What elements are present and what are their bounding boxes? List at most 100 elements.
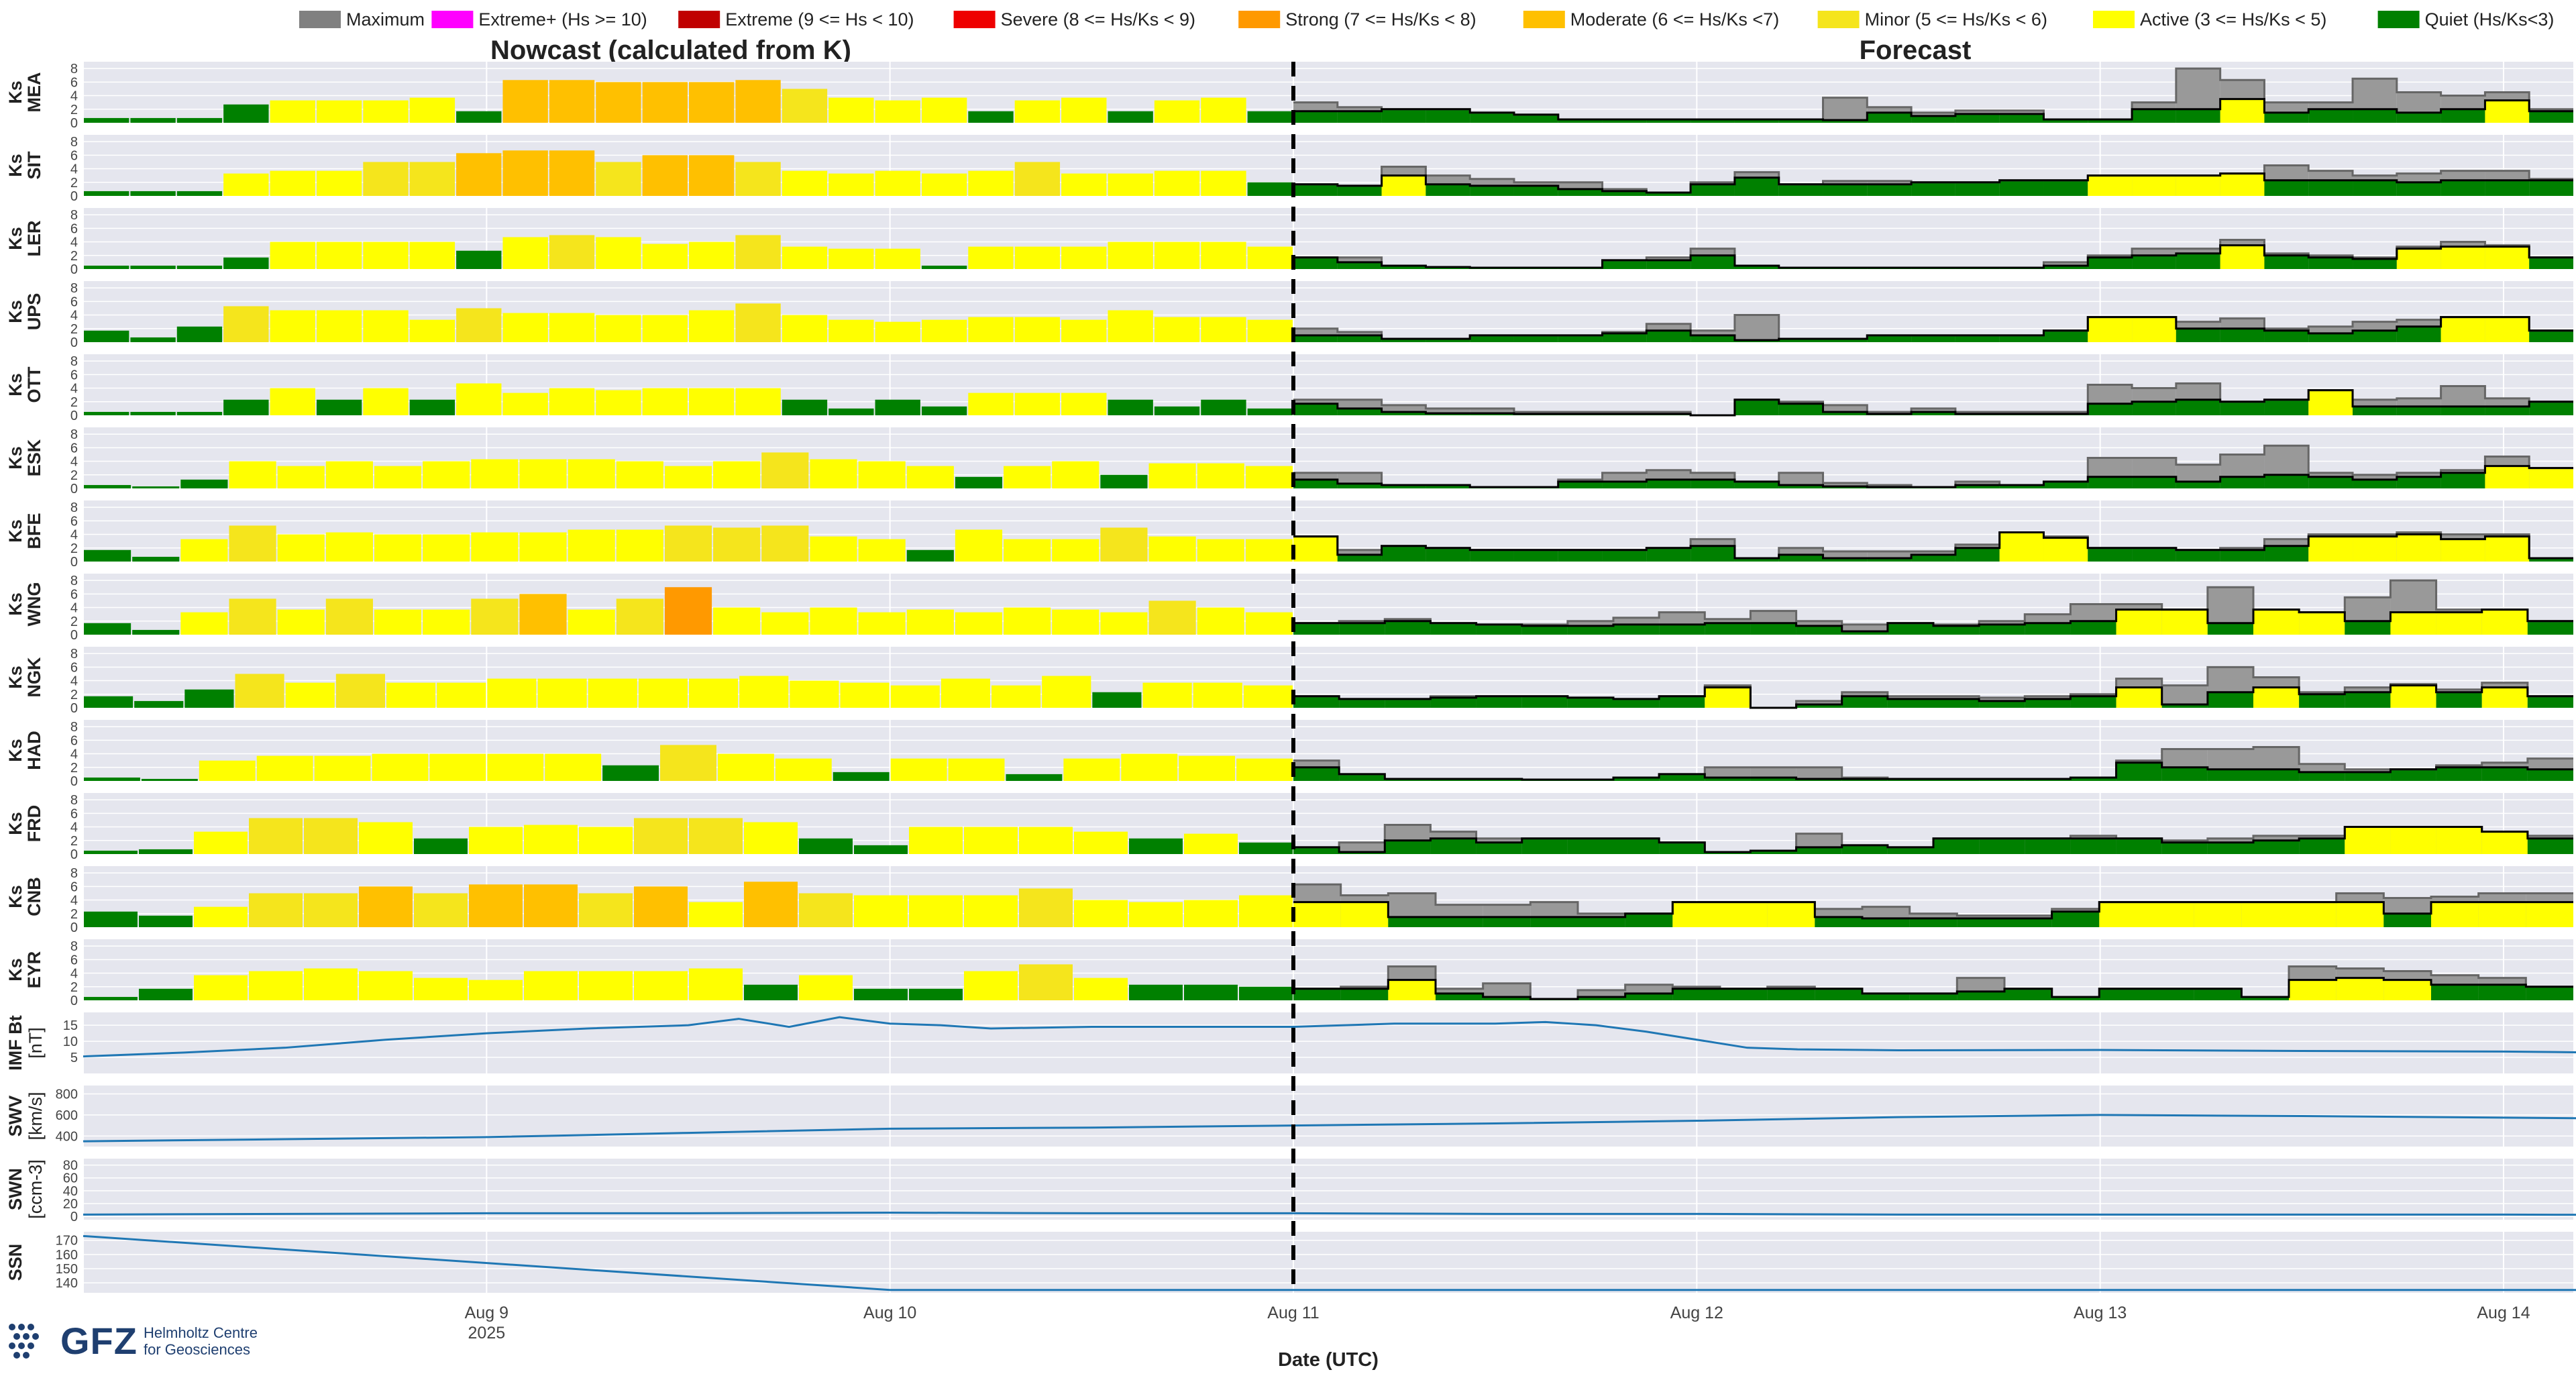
nowcast-bar xyxy=(414,838,468,854)
nowcast-bar xyxy=(223,257,269,269)
forecast-bar xyxy=(1659,842,1705,854)
nowcast-bar xyxy=(634,818,688,854)
nowcast-bar xyxy=(359,822,413,854)
forecast-bar xyxy=(2207,769,2253,781)
forecast-bar xyxy=(1767,902,1815,927)
forecast-bar xyxy=(2390,827,2436,854)
legend-item: Moderate (6 <= Hs/Ks <7) xyxy=(1523,9,1779,30)
nowcast-bar xyxy=(921,319,967,342)
nowcast-bar xyxy=(549,80,595,123)
forecast-bar xyxy=(1381,265,1426,269)
nowcast-bar xyxy=(1247,111,1293,123)
forecast-median-outline xyxy=(1293,98,2573,121)
nowcast-bar xyxy=(664,466,712,488)
forecast-median-outline xyxy=(1293,761,2573,781)
legend-item: Active (3 <= Hs/Ks < 5) xyxy=(2093,9,2326,30)
forecast-bar xyxy=(1778,119,1823,123)
x-axis: Aug 9 2025 Aug 10 Aug 11 Aug 12 Aug 13 Aug 14 xyxy=(465,1304,2530,1342)
forecast-bar xyxy=(2527,769,2573,781)
nowcast-bar xyxy=(744,984,798,1000)
forecast-bar xyxy=(1613,698,1660,708)
nowcast-bar xyxy=(689,310,735,342)
forecast-bar xyxy=(1841,778,1888,781)
nowcast-bar xyxy=(782,315,828,342)
nowcast-bar xyxy=(524,971,578,1000)
y-tick-label: 2 xyxy=(70,249,78,264)
forecast-bar xyxy=(2299,612,2345,635)
forecast-bar xyxy=(1513,549,1558,562)
nowcast-bar xyxy=(596,315,641,342)
forecast-bar xyxy=(1778,184,1823,196)
nowcast-bar xyxy=(761,612,809,635)
forecast-bar xyxy=(1690,119,1735,123)
nowcast-bar xyxy=(713,607,761,635)
forecast-bar xyxy=(2431,902,2479,927)
forecast-bar xyxy=(1909,993,1957,1000)
nowcast-bar xyxy=(487,753,544,781)
nowcast-bar xyxy=(828,97,874,123)
nowcast-bar xyxy=(363,388,409,415)
forecast-bar xyxy=(1567,838,1613,854)
y-tick-label: 5 xyxy=(70,1051,78,1065)
nowcast-bar xyxy=(409,242,455,269)
solar-wind-ylabel: SSN xyxy=(5,1244,25,1281)
y-tick-label: 0 xyxy=(70,920,78,935)
forecast-bar xyxy=(1933,698,1980,708)
forecast-bar xyxy=(1385,840,1431,854)
forecast-bar xyxy=(1646,192,1691,196)
nowcast-bar xyxy=(906,466,954,488)
forecast-bar xyxy=(2147,902,2194,927)
forecast-median-outline xyxy=(1293,901,2573,920)
nowcast-bar xyxy=(84,265,129,269)
x-tick-label: Aug 11 xyxy=(1267,1304,1319,1322)
forecast-bar xyxy=(1613,624,1660,635)
forecast-bar xyxy=(1841,696,1888,708)
forecast-bar xyxy=(1293,184,1338,196)
nowcast-bar xyxy=(176,117,223,123)
nowcast-bar xyxy=(176,411,223,415)
nowcast-bar xyxy=(1148,463,1196,488)
nowcast-bar xyxy=(1239,895,1293,927)
forecast-bar xyxy=(1672,988,1720,1000)
nowcast-bar xyxy=(921,97,967,123)
forecast-bar xyxy=(1778,403,1823,415)
nowcast-bar xyxy=(854,845,908,854)
nowcast-bar xyxy=(363,162,409,196)
nowcast-bar xyxy=(335,674,385,708)
y-tick-label: 40 xyxy=(63,1184,78,1199)
forecast-bar xyxy=(2194,988,2242,1000)
forecast-bar xyxy=(1659,624,1705,635)
forecast-bar xyxy=(1909,918,1957,927)
forecast-bar xyxy=(1690,184,1735,196)
y-tick-label: 4 xyxy=(70,674,78,689)
legend: Maximum Extreme+ (Hs >= 10) Extreme (9 <= … xyxy=(299,9,2554,30)
forecast-bar xyxy=(2176,253,2220,269)
nowcast-bar xyxy=(854,988,908,1000)
nowcast-bar xyxy=(1074,977,1128,1000)
forecast-bar xyxy=(1513,114,1558,123)
legend-swatch xyxy=(2093,11,2135,28)
forecast-bar xyxy=(1734,399,1779,415)
forecast-bar xyxy=(2132,109,2176,123)
forecast-bar xyxy=(2043,330,2088,342)
legend-swatch xyxy=(299,11,341,28)
nowcast-bar xyxy=(1184,984,1238,1000)
nowcast-bar xyxy=(828,319,874,342)
nowcast-bar xyxy=(359,886,413,927)
y-tick-label: 8 xyxy=(70,647,78,662)
nowcast-bar xyxy=(875,100,920,123)
forecast-bar xyxy=(1823,486,1868,488)
nowcast-bar xyxy=(524,884,578,927)
y-tick-label: 2 xyxy=(70,176,78,191)
nowcast-bar xyxy=(689,242,735,269)
nowcast-bar xyxy=(941,678,990,708)
nowcast-bar xyxy=(1004,607,1051,635)
nowcast-bar xyxy=(1014,317,1061,342)
nowcast-bar xyxy=(602,765,659,781)
forecast-bar xyxy=(2345,692,2391,708)
forecast-bar xyxy=(2253,609,2300,635)
forecast-bar xyxy=(2207,842,2253,854)
nowcast-bar xyxy=(180,539,228,562)
nowcast-bar xyxy=(277,466,325,488)
forecast-bar xyxy=(1887,778,1933,781)
